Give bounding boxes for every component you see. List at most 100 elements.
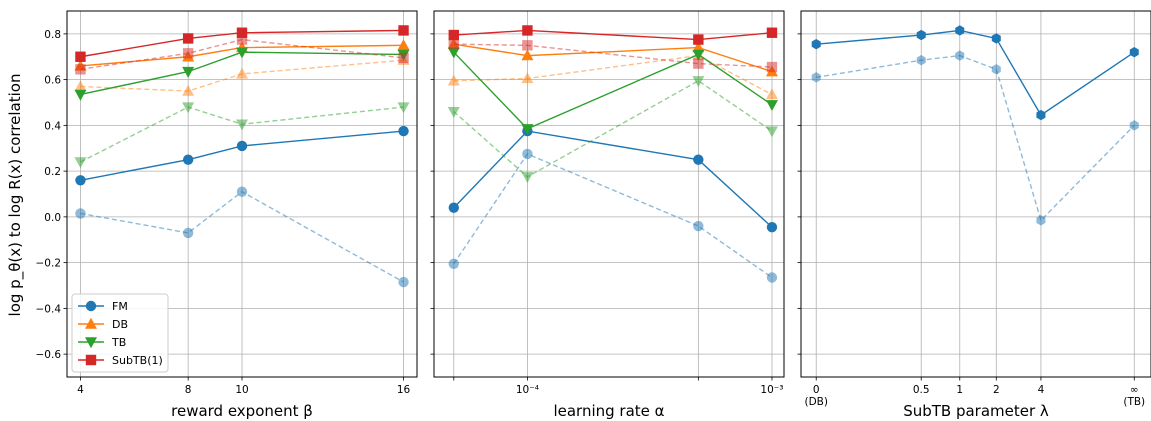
series-subtb-1--dashed-point <box>766 61 778 73</box>
y-tick-label: 0.2 <box>44 166 61 178</box>
x-tick-label: 4 <box>1038 384 1045 396</box>
x-tick-label: 10⁻³ <box>760 384 783 396</box>
series-fm-solid-point <box>693 154 704 165</box>
series-subtb-1--solid-point <box>693 34 704 45</box>
series-subtb-1--solid-point <box>448 29 459 41</box>
series-subtb-1--solid-line <box>453 29 773 41</box>
series-fm-solid-point <box>398 125 409 137</box>
series-fm-dashed-line <box>453 153 773 279</box>
legend-swatch-marker <box>85 354 97 366</box>
series-fm-dashed-point <box>182 227 194 239</box>
series-db-dashed-point <box>182 84 195 96</box>
series-tb-solid-point <box>182 66 195 78</box>
legend-label: FM <box>112 300 128 313</box>
series-db-dashed-point <box>74 80 87 92</box>
series-subtb--solid-point <box>916 29 926 41</box>
legend-swatch-marker <box>85 300 97 312</box>
series-db-dashed-point <box>236 67 248 79</box>
series-subtb--dashed-point <box>1036 215 1046 226</box>
series-tb-solid-point <box>521 124 534 136</box>
series-fm-solid-point <box>448 202 459 213</box>
y-tick-label: −0.2 <box>36 258 62 270</box>
series-db-solid-line <box>80 44 404 67</box>
series-tb-solid-line <box>80 51 404 96</box>
series-fm-solid-point <box>236 140 248 152</box>
series-fm-dashed-point <box>75 208 86 219</box>
series-fm-solid-line <box>453 130 773 228</box>
y-tick-label: −0.4 <box>36 303 62 315</box>
series-fm-solid-point <box>766 221 778 233</box>
y-tick-label: 0.0 <box>44 212 61 224</box>
series-subtb-1--dashed-point <box>522 40 533 51</box>
series-subtb-1--solid-point <box>398 25 409 36</box>
x-tick-label: 0.5 <box>913 384 930 396</box>
series-fm-dashed-point <box>693 220 704 232</box>
series-db-solid-point <box>692 41 705 53</box>
x-tick-label: 0 <box>813 384 820 396</box>
legend-swatch-marker <box>85 317 97 329</box>
series-tb-solid-point <box>765 100 778 111</box>
series-db-dashed-line <box>80 59 404 92</box>
series-subtb-1--solid-point <box>236 27 248 38</box>
series-tb-dashed-line <box>80 106 404 163</box>
series-subtb-1--dashed-point <box>448 38 459 50</box>
y-axis-label: log p_θ(x) to log R(x) correlation <box>6 74 25 317</box>
legend-label: TB <box>111 336 126 349</box>
series-tb-dashed-point <box>765 126 778 138</box>
series-tb-dashed-line <box>453 79 773 178</box>
series-fm-solid-point <box>75 175 86 186</box>
panel-reward-exponent: −0.6 −0.4 −0.2 0.0 0.2 0.4 0.6 0.8 4 8 10 16 reward … <box>36 10 418 420</box>
series-db-solid-line <box>453 43 773 73</box>
series-db-dashed-line <box>453 54 773 96</box>
series-tb-dashed-point <box>447 106 460 118</box>
series-fm-dashed-point <box>766 272 778 283</box>
series-tb-solid-line <box>453 51 773 130</box>
legend-label: DB <box>112 318 128 331</box>
series-subtb--dashed-point <box>955 50 965 61</box>
series-subtb-1--solid-point <box>766 27 778 38</box>
series-subtb-1--solid-point <box>182 33 194 44</box>
series-subtb--dashed-point <box>811 72 821 83</box>
x-tick-label: 8 <box>185 384 192 396</box>
series-tb-dashed-point <box>236 119 248 131</box>
series-subtb--solid-point <box>955 25 965 36</box>
series-tb-dashed-point <box>521 172 534 184</box>
x-tick-label: (DB) <box>804 396 827 408</box>
series-db-solid-point <box>397 39 410 51</box>
x-axis-label: SubTB parameter λ <box>903 402 1049 420</box>
series-db-dashed-point <box>521 72 534 84</box>
y-tick-label: 0.4 <box>44 120 61 132</box>
series-tb-dashed-point <box>182 102 195 114</box>
series-subtb--dashed-line <box>816 54 1135 222</box>
series-subtb--solid-point <box>1036 109 1046 121</box>
series-subtb-1--solid-point <box>75 51 86 62</box>
x-tick-label: 10⁻⁴ <box>516 384 539 396</box>
series-subtb-1--dashed-point <box>693 58 704 69</box>
series-tb-dashed-point <box>692 76 705 87</box>
series-tb-solid-point <box>236 47 248 59</box>
axes-frame <box>800 10 1151 378</box>
series-fm-dashed-point <box>398 276 409 288</box>
y-tick-label: −0.6 <box>36 349 62 361</box>
legend-swatch-marker <box>85 337 97 349</box>
x-tick-label: 16 <box>397 384 411 396</box>
series-subtb-1--dashed-point <box>75 64 86 75</box>
series-subtb--dashed-point <box>991 64 1001 75</box>
y-tick-label: 0.8 <box>44 29 61 41</box>
panel-subtb-parameter: 0(DB) 0.5 1 2 4 ∞(TB) SubTB parameter λ <box>797 10 1151 420</box>
series-subtb--solid-line <box>816 29 1135 117</box>
series-subtb--solid-point <box>991 33 1001 44</box>
x-tick-label: 1 <box>956 384 963 396</box>
y-tick-label: 0.6 <box>44 75 61 87</box>
x-tick-label: ∞ <box>1130 384 1139 396</box>
x-tick-label: 4 <box>77 384 84 396</box>
legend-box <box>71 293 169 373</box>
series-subtb--solid-point <box>1129 46 1139 58</box>
series-subtb-1--solid-line <box>80 29 404 58</box>
series-fm-solid-line <box>80 130 404 181</box>
series-subtb-1--dashed-point <box>398 52 409 64</box>
series-fm-dashed-point <box>522 148 533 160</box>
x-tick-label: 10 <box>235 384 248 396</box>
x-axis-label: learning rate α <box>553 402 664 420</box>
